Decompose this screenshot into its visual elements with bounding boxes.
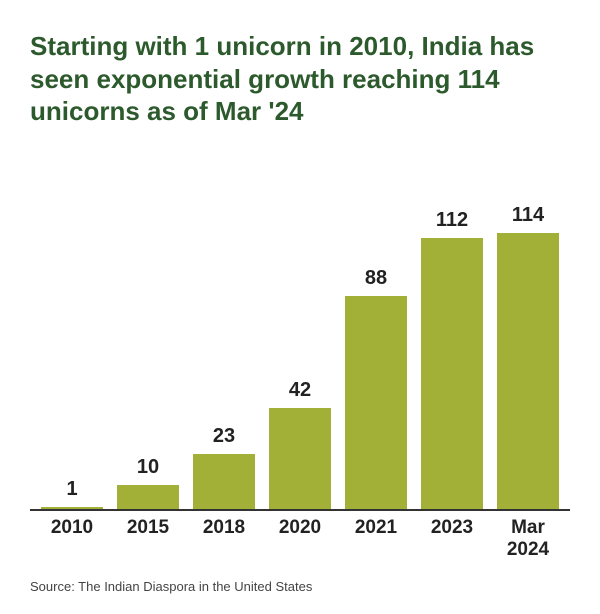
bar-value-label: 112 [436,209,468,232]
bar-rect [421,238,483,509]
bar-col: 23 [192,168,256,510]
bar-rect [41,507,103,509]
bar-rect [269,408,331,510]
bar-col: 1 [40,168,104,510]
bar-rect [497,233,559,509]
bar-rect [193,454,255,510]
bar-rect [345,296,407,509]
x-axis-labels: 2010 2015 2018 2020 2021 2023 Mar2024 [30,511,570,561]
x-axis-label: 2015 [116,517,180,561]
bar-col: 88 [344,168,408,510]
bars-container: 1 10 23 42 88 112 114 [30,168,570,512]
bar-value-label: 10 [137,456,159,479]
x-axis-label: 2020 [268,517,332,561]
chart-title: Starting with 1 unicorn in 2010, India h… [30,30,570,128]
bar-col: 114 [496,168,560,510]
bar-value-label: 23 [213,425,235,448]
x-axis-label: Mar2024 [496,517,560,561]
x-axis-label: 2021 [344,517,408,561]
bar-col: 10 [116,168,180,510]
bar-col: 112 [420,168,484,510]
x-axis-label: 2023 [420,517,484,561]
source-attribution: Source: The Indian Diaspora in the Unite… [30,579,570,594]
bar-value-label: 88 [365,267,387,290]
bar-col: 42 [268,168,332,510]
bar-value-label: 1 [66,478,77,501]
bar-rect [117,485,179,509]
bar-value-label: 114 [512,204,544,227]
x-axis-label: 2010 [40,517,104,561]
bar-value-label: 42 [289,379,311,402]
x-axis-label: 2018 [192,517,256,561]
unicorn-bar-chart: 1 10 23 42 88 112 114 2010 2015 [30,168,570,562]
